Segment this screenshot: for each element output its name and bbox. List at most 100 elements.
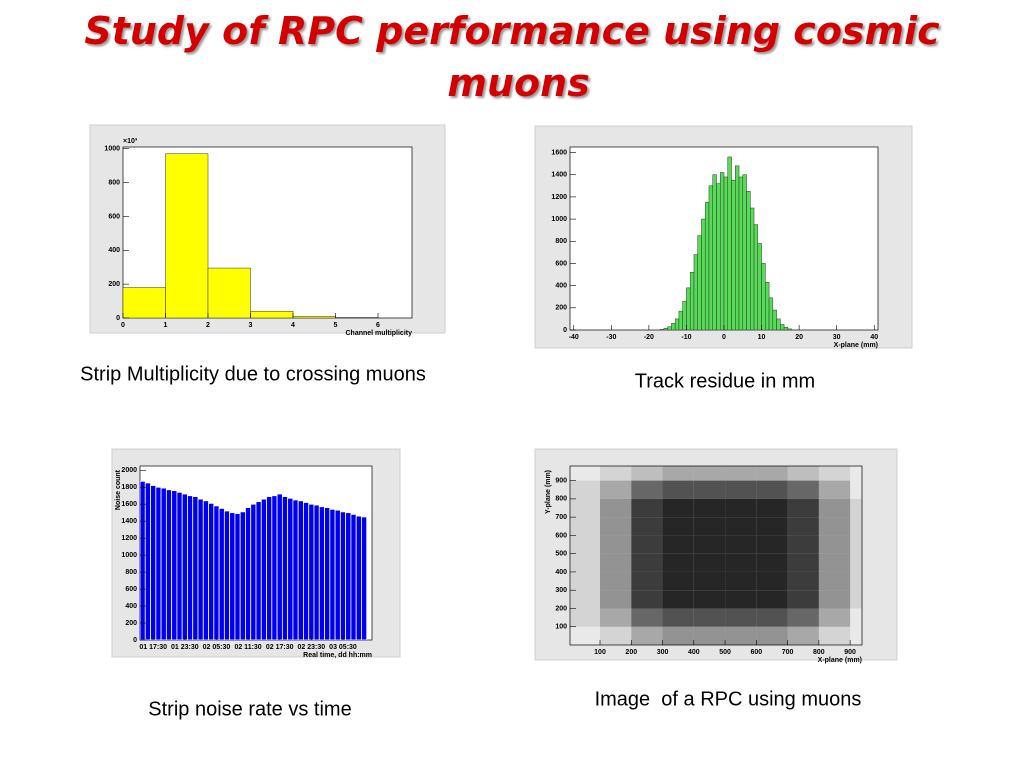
histogram-bar bbox=[355, 515, 362, 640]
histogram-bar bbox=[780, 324, 785, 330]
histogram-bar bbox=[303, 502, 310, 640]
histogram-bar bbox=[181, 493, 188, 640]
y-tick-label: 400 bbox=[125, 603, 137, 610]
histogram-bar bbox=[746, 191, 751, 330]
heatmap-cell bbox=[725, 553, 757, 572]
heatmap-cell bbox=[631, 480, 663, 499]
heatmap-cell bbox=[570, 466, 601, 481]
histogram-bar bbox=[772, 309, 777, 330]
histogram-bar bbox=[719, 172, 725, 330]
heatmap-cell bbox=[600, 626, 632, 645]
x-tick-label: 900 bbox=[844, 649, 856, 656]
heatmap-cell bbox=[850, 626, 862, 645]
x-tick-label: 4 bbox=[291, 322, 295, 329]
x-tick-label: 0 bbox=[121, 322, 125, 329]
heatmap-cell bbox=[570, 626, 601, 645]
x-tick-label: 02 23:30 bbox=[298, 644, 326, 651]
heatmap-cell bbox=[818, 608, 851, 627]
y-tick-label: 900 bbox=[555, 477, 567, 484]
heatmap-cell bbox=[850, 535, 862, 554]
caption: Image of a RPC using muons bbox=[595, 688, 862, 710]
y-tick-label: 100 bbox=[555, 624, 567, 631]
x-tick-label: 10 bbox=[758, 334, 766, 341]
heatmap-cell bbox=[662, 590, 694, 609]
histogram-bar bbox=[329, 508, 336, 640]
histogram-bar bbox=[345, 512, 352, 640]
heatmap-cell bbox=[693, 466, 726, 481]
heatmap-cell bbox=[725, 466, 757, 481]
heatmap-cell bbox=[600, 590, 632, 609]
histogram-bar bbox=[682, 300, 687, 330]
heatmap-cell bbox=[662, 535, 694, 554]
y-tick-label: 400 bbox=[555, 569, 567, 576]
heatmap-cell bbox=[850, 517, 862, 536]
y-tick-label: 800 bbox=[125, 569, 137, 576]
heatmap-cell bbox=[570, 590, 601, 609]
histogram-bar bbox=[731, 180, 736, 330]
histogram-bar bbox=[207, 267, 251, 318]
x-tick-label: 40 bbox=[870, 334, 878, 341]
histogram-bar bbox=[708, 185, 713, 330]
y-tick-label: 1400 bbox=[551, 172, 567, 179]
heatmap-cell bbox=[600, 480, 632, 499]
heatmap-cell bbox=[818, 626, 851, 645]
heatmap-cell bbox=[756, 626, 788, 645]
histogram-bar bbox=[712, 174, 717, 330]
y-tick-label: 200 bbox=[555, 605, 567, 612]
heatmap-cell bbox=[570, 608, 601, 627]
histogram-bar bbox=[213, 505, 220, 640]
histogram-bar bbox=[234, 513, 241, 640]
histogram-bar bbox=[250, 503, 257, 640]
heatmap-cell bbox=[631, 626, 663, 645]
histogram-bar bbox=[787, 328, 792, 330]
caption: Strip Multiplicity due to crossing muons bbox=[80, 363, 426, 385]
y-tick-label: 200 bbox=[125, 620, 137, 627]
histogram-bar bbox=[753, 224, 759, 330]
heatmap-cell bbox=[725, 590, 757, 609]
histogram-bar bbox=[727, 156, 732, 330]
marks bbox=[140, 480, 368, 640]
x-tick-label: 2 bbox=[206, 322, 210, 329]
heatmap-cell bbox=[787, 626, 819, 645]
heatmap-cell bbox=[570, 571, 601, 591]
heatmap-cell bbox=[600, 535, 632, 554]
heatmap-cell bbox=[662, 608, 694, 627]
heatmap-cell bbox=[631, 608, 663, 627]
x-axis-title: X-plane (mm) bbox=[834, 342, 878, 349]
histogram-bar bbox=[761, 263, 766, 330]
histogram-bar bbox=[271, 495, 278, 640]
heatmap-cell bbox=[600, 553, 632, 572]
caption: Strip noise rate vs time bbox=[148, 698, 351, 720]
y-tick-label: 600 bbox=[125, 586, 137, 593]
heatmap-cell bbox=[725, 608, 757, 627]
heatmap-cell bbox=[600, 498, 632, 518]
histogram-bar bbox=[297, 500, 304, 640]
histogram-bar bbox=[697, 235, 702, 330]
heatmap-cell bbox=[756, 498, 788, 518]
y-tick-label: 2000 bbox=[121, 467, 137, 474]
histogram-bar bbox=[160, 487, 167, 640]
histogram-bar bbox=[667, 326, 672, 330]
histogram-bar bbox=[250, 310, 294, 318]
x-tick-label: 400 bbox=[688, 649, 700, 656]
histogram-bar bbox=[361, 516, 368, 640]
heatmap-cell bbox=[818, 498, 851, 518]
histogram-bar bbox=[276, 493, 283, 640]
heatmap-cell bbox=[693, 553, 726, 572]
histogram-bar bbox=[144, 482, 151, 640]
slide-title: Study of RPC performance using cosmic mu… bbox=[84, 9, 940, 105]
histogram-bar bbox=[659, 329, 665, 330]
histogram-bar bbox=[686, 287, 691, 330]
heatmap-cell bbox=[756, 553, 788, 572]
histogram-bar bbox=[757, 243, 762, 330]
x-tick-label: 01 17:30 bbox=[139, 644, 167, 651]
heatmap-cell bbox=[787, 517, 819, 536]
heatmap-cell bbox=[693, 571, 726, 591]
y-tick-label: 400 bbox=[555, 282, 567, 289]
x-tick-label: 800 bbox=[813, 649, 825, 656]
y-tick-label: 300 bbox=[555, 587, 567, 594]
y-tick-label: 1600 bbox=[551, 149, 567, 156]
histogram-bar bbox=[260, 498, 267, 640]
heatmap-cell bbox=[662, 480, 694, 499]
